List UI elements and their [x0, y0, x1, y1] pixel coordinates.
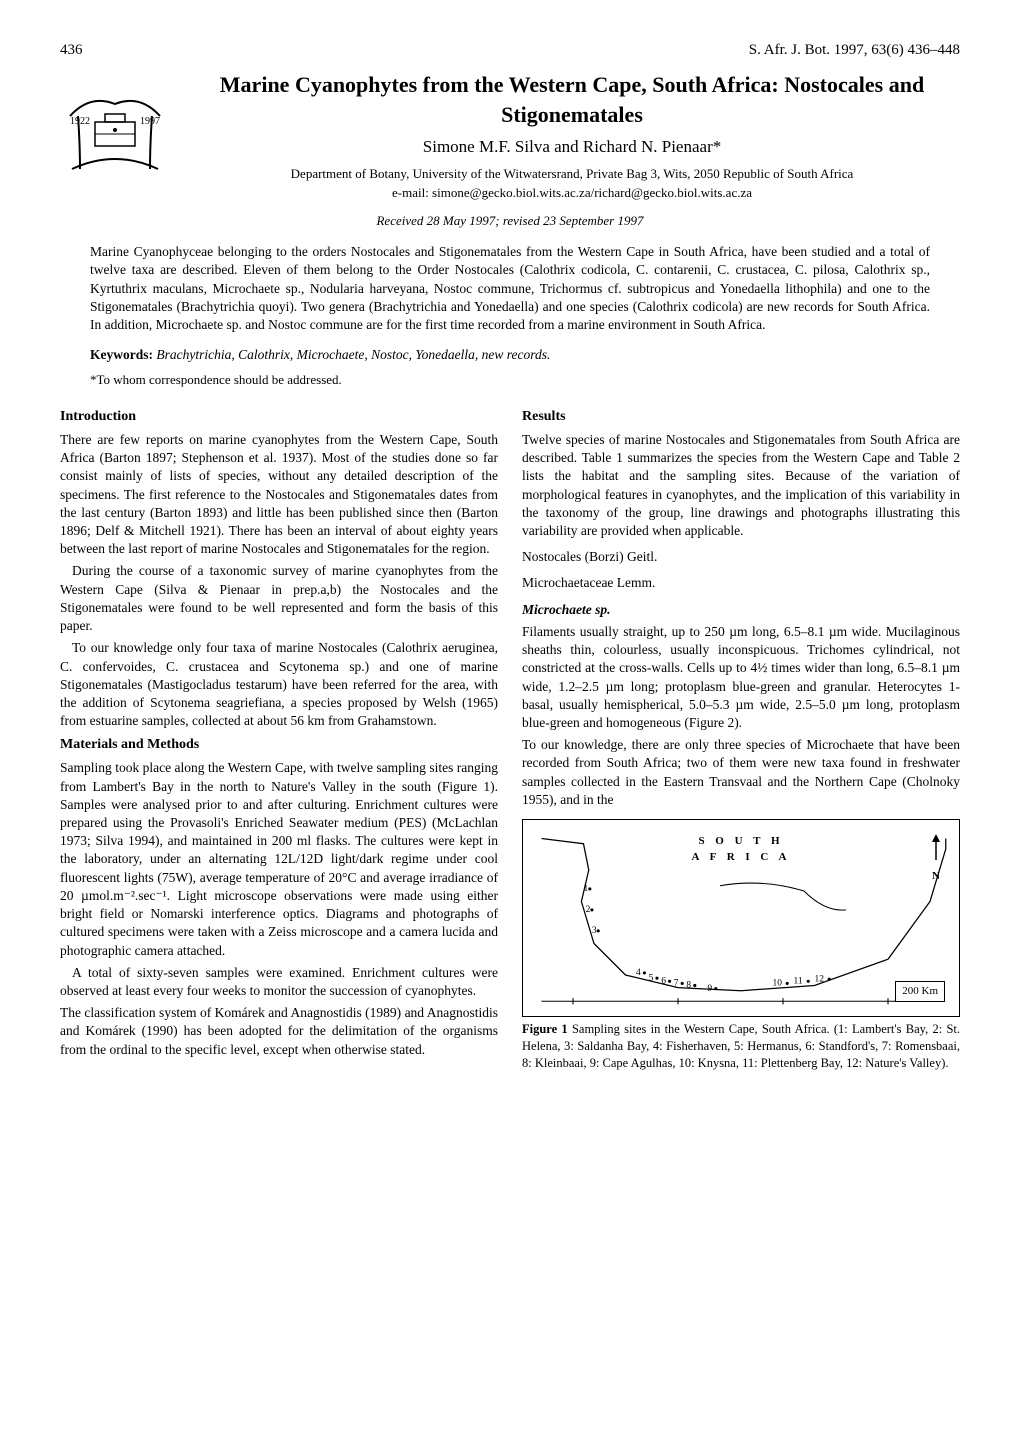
- logo-year-left: 1922: [70, 116, 90, 127]
- species-desc-para-2: To our knowledge, there are only three s…: [522, 736, 960, 809]
- map-outline-icon: 1 2 3 4 5 6 7 8 9 10 11 12 17 20: [531, 828, 951, 1007]
- figure-1-map: S O U T H A F R I C A N 1 2 3 4 5 6 7 8: [522, 819, 960, 1017]
- figure-1-label: Figure 1: [522, 1022, 568, 1036]
- intro-para-3: To our knowledge only four taxa of marin…: [60, 639, 498, 730]
- correspondence-note: *To whom correspondence should be addres…: [90, 371, 930, 389]
- species-desc-para-1: Filaments usually straight, up to 250 µm…: [522, 623, 960, 732]
- authors: Simone M.F. Silva and Richard N. Pienaar…: [60, 136, 960, 159]
- mm-para-1: Sampling took place along the Western Ca…: [60, 759, 498, 959]
- keywords-label: Keywords:: [90, 347, 153, 362]
- intro-para-2: During the course of a taxonomic survey …: [60, 562, 498, 635]
- materials-methods-heading: Materials and Methods: [60, 736, 498, 755]
- svg-text:4: 4: [636, 968, 641, 978]
- svg-text:5: 5: [649, 973, 654, 983]
- svg-text:8: 8: [686, 981, 691, 991]
- svg-text:11: 11: [794, 977, 803, 987]
- introduction-heading: Introduction: [60, 408, 498, 427]
- right-column: Results Twelve species of marine Nostoca…: [522, 402, 960, 1072]
- email: e-mail: simone@gecko.biol.wits.ac.za/ric…: [60, 184, 960, 202]
- order-heading: Nostocales (Borzi) Geitl.: [522, 548, 960, 566]
- running-header: 436 S. Afr. J. Bot. 1997, 63(6) 436–448: [60, 40, 960, 60]
- svg-text:7: 7: [674, 979, 679, 989]
- left-column: Introduction There are few reports on ma…: [60, 402, 498, 1072]
- mm-para-3: The classification system of Komárek and…: [60, 1004, 498, 1059]
- scale-bar: 200 Km: [895, 981, 945, 1002]
- results-heading: Results: [522, 408, 960, 427]
- svg-text:10: 10: [773, 979, 783, 989]
- results-para-1: Twelve species of marine Nostocales and …: [522, 431, 960, 540]
- svg-text:3: 3: [592, 926, 597, 936]
- journal-citation: S. Afr. J. Bot. 1997, 63(6) 436–448: [749, 40, 960, 60]
- svg-text:12: 12: [815, 974, 825, 984]
- page-number-left: 436: [60, 40, 83, 60]
- family-heading: Microchaetaceae Lemm.: [522, 574, 960, 592]
- keywords-line: Keywords: Brachytrichia, Calothrix, Micr…: [90, 346, 930, 364]
- keywords-text: Brachytrichia, Calothrix, Microchaete, N…: [156, 347, 550, 362]
- intro-para-1: There are few reports on marine cyanophy…: [60, 431, 498, 559]
- mm-para-2: A total of sixty-seven samples were exam…: [60, 964, 498, 1000]
- abstract: Marine Cyanophyceae belonging to the ord…: [90, 243, 930, 334]
- article-title: Marine Cyanophytes from the Western Cape…: [60, 70, 960, 129]
- genus-heading: Microchaete sp.: [522, 601, 960, 619]
- received-revised-dates: Received 28 May 1997; revised 23 Septemb…: [60, 212, 960, 230]
- figure-1-caption: Figure 1 Sampling sites in the Western C…: [522, 1021, 960, 1072]
- svg-text:1: 1: [584, 884, 589, 894]
- affiliation: Department of Botany, University of the …: [60, 165, 960, 183]
- svg-text:9: 9: [707, 984, 712, 994]
- svg-text:2: 2: [586, 905, 591, 915]
- figure-1-caption-text: Sampling sites in the Western Cape, Sout…: [522, 1022, 960, 1070]
- svg-text:6: 6: [661, 977, 666, 987]
- logo-year-right: 1997: [140, 116, 160, 127]
- anniversary-logo: 1922 1997: [60, 74, 170, 184]
